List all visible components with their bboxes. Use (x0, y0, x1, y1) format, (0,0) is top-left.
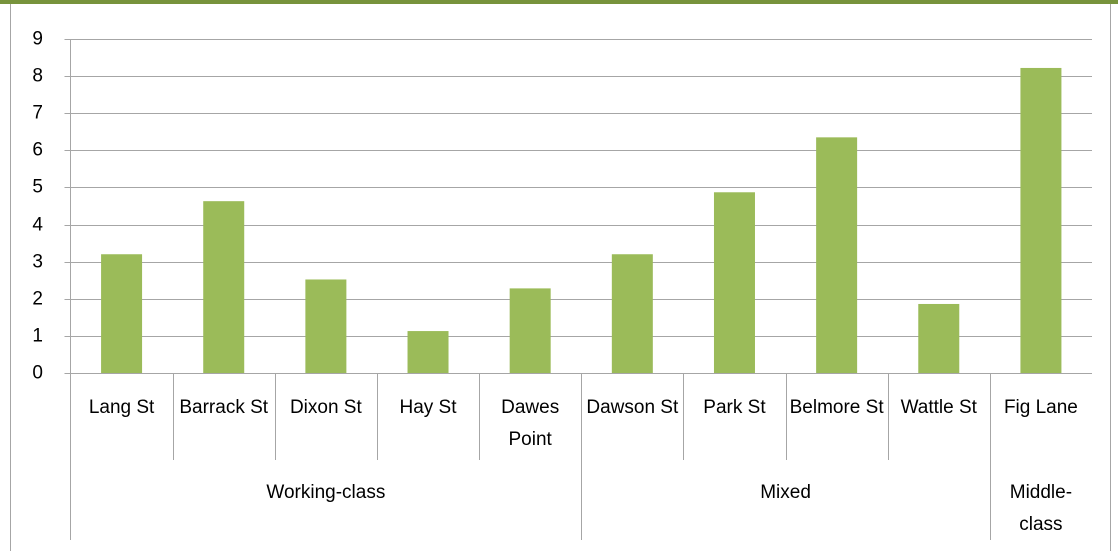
x-tick-label: Dawes Point (501, 397, 560, 450)
x-tick-label: Barrack St (179, 397, 269, 418)
x-tick-label: Lang St (88, 397, 155, 418)
group-label: Mixed (760, 482, 811, 503)
group-label: Middle-class (1009, 482, 1073, 535)
x-tick-label: Hay St (399, 397, 457, 418)
bar (203, 201, 245, 373)
y-tick-label: 8 (32, 66, 43, 87)
y-tick-label: 0 (32, 363, 43, 384)
x-tick-label: Belmore St (789, 397, 884, 418)
y-tick-label: 1 (32, 326, 43, 347)
bar (918, 303, 960, 373)
bar (816, 137, 858, 373)
y-tick-label: 5 (32, 177, 43, 198)
y-tick-label: 3 (32, 252, 43, 273)
bar (509, 288, 551, 373)
bar (407, 331, 449, 373)
x-tick-label: Dixon St (289, 397, 362, 418)
y-tick-label: 9 (32, 29, 43, 50)
x-tick-label: Park St (703, 397, 766, 418)
y-tick-label: 2 (32, 289, 43, 310)
x-tick-label: Wattle St (900, 397, 977, 418)
x-tick-label: Fig Lane (1003, 397, 1078, 418)
y-tick-label: 7 (32, 103, 43, 124)
group-label: Working-class (266, 482, 386, 503)
x-tick-label: Dawson St (586, 397, 679, 418)
bar (713, 192, 755, 373)
bar (101, 254, 143, 373)
y-tick-label: 4 (32, 215, 43, 236)
bar (1020, 67, 1062, 374)
bar (305, 279, 347, 373)
bar (611, 254, 653, 373)
y-tick-label: 6 (32, 140, 43, 161)
top-border (0, 0, 1118, 4)
